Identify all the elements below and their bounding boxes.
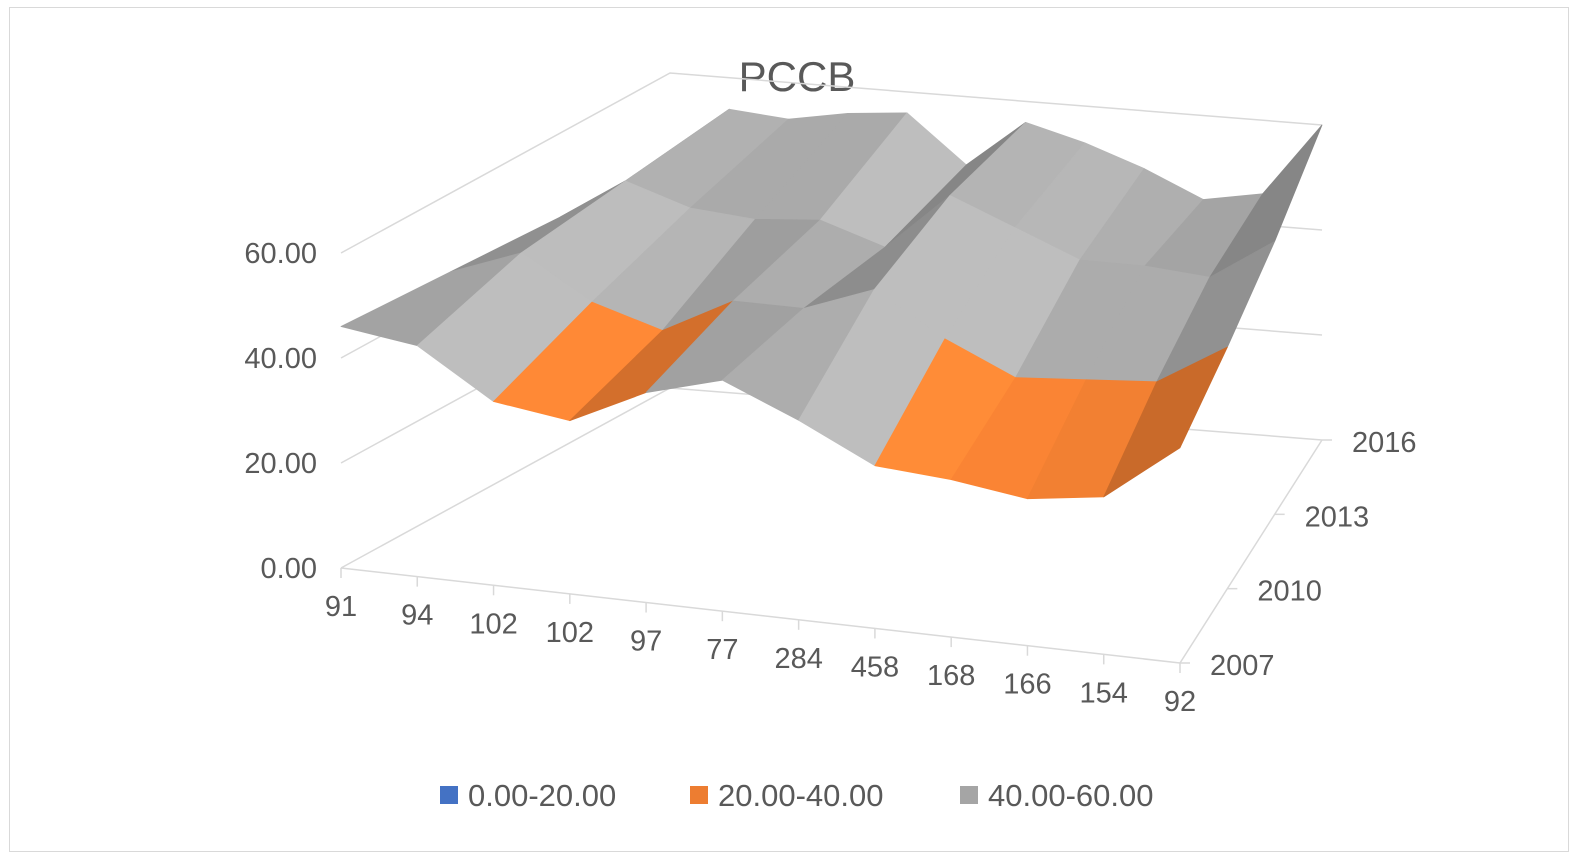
x-tick-label: 102 (546, 617, 594, 649)
chart-title: PCCB (739, 53, 856, 100)
legend-item: 40.00-60.00 (960, 778, 1153, 813)
legend: 0.00-20.00 20.00-40.00 40.00-60.00 (440, 778, 1153, 813)
y-tick-label: 2007 (1210, 650, 1275, 682)
legend-label: 0.00-20.00 (468, 778, 616, 813)
z-tick-label: 0.00 (261, 553, 317, 585)
z-tick-label: 40.00 (244, 343, 317, 375)
x-tick-label: 77 (706, 634, 738, 666)
legend-item: 0.00-20.00 (440, 778, 616, 813)
x-tick-label: 166 (1003, 669, 1051, 701)
axes: 91 94 102 102 97 77 284 458 168 166 154 92 2007 2010 2… (244, 238, 1416, 718)
x-tick-label: 458 (851, 651, 899, 683)
x-tick-label: 91 (325, 591, 357, 623)
x-axis-line (340, 567, 1181, 664)
x-tick-label: 92 (1164, 686, 1196, 718)
surface-chart: PCCB 91 94 102 102 97 77 284 458 168 166 154 92 2007… (244, 53, 1416, 813)
legend-swatch (440, 786, 458, 804)
surface-plot (340, 108, 1323, 500)
y-tick-label: 2010 (1257, 576, 1322, 608)
x-tick-label: 94 (401, 600, 433, 632)
x-tick-label: 168 (927, 660, 975, 692)
legend-label: 40.00-60.00 (988, 778, 1153, 813)
y-axis-line (1179, 439, 1323, 664)
chart-frame: PCCB 91 94 102 102 97 77 284 458 168 166 154 92 2007… (9, 7, 1569, 852)
x-tick-label: 154 (1080, 677, 1128, 709)
surface-cell (1103, 346, 1228, 498)
legend-swatch (960, 786, 978, 804)
x-tick-label: 102 (469, 608, 517, 640)
z-tick-label: 20.00 (244, 448, 317, 480)
legend-item: 20.00-40.00 (690, 778, 883, 813)
x-tick-label: 97 (630, 626, 662, 658)
legend-swatch (690, 786, 708, 804)
legend-label: 20.00-40.00 (718, 778, 883, 813)
y-tick-label: 2013 (1305, 501, 1370, 533)
x-tick-label: 284 (774, 643, 822, 675)
gridline (340, 72, 1323, 254)
y-tick-label: 2016 (1352, 427, 1417, 459)
z-tick-label: 60.00 (244, 238, 317, 270)
